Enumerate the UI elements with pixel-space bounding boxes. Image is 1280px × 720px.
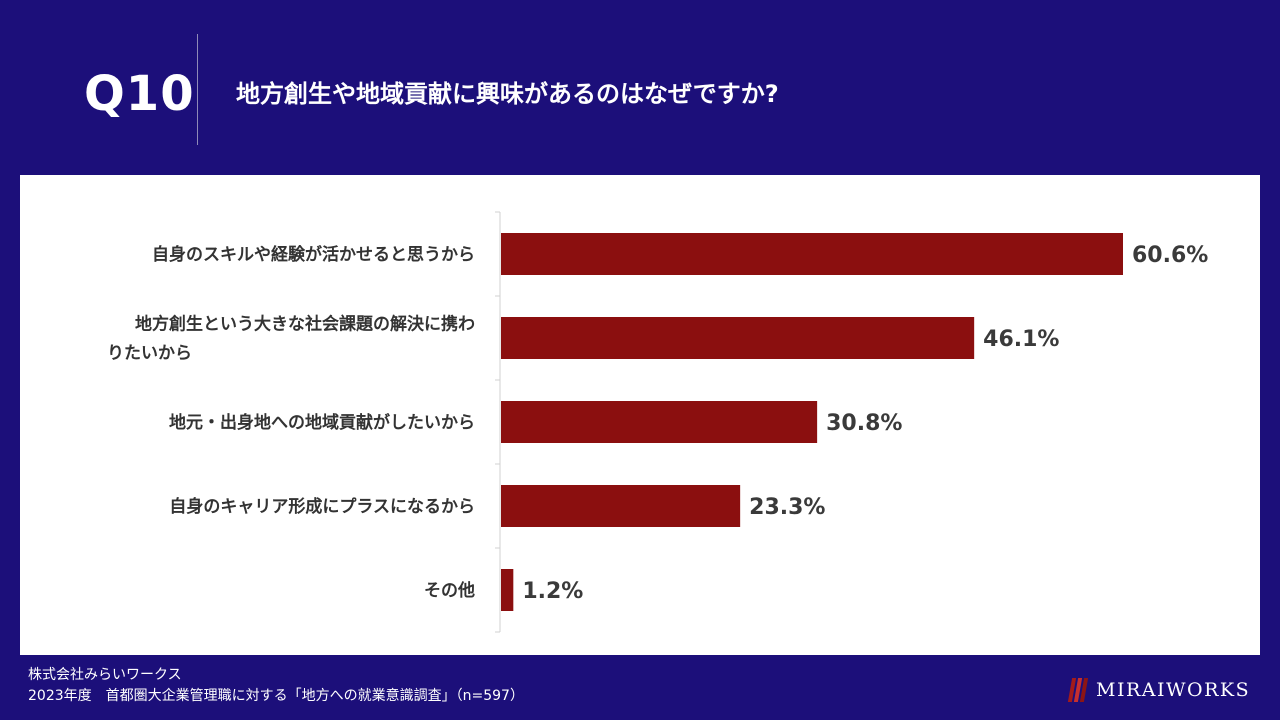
bar — [501, 485, 741, 527]
data-label: 1.2% — [522, 579, 583, 604]
data-label: 30.8% — [826, 411, 902, 436]
data-label: 23.3% — [749, 495, 825, 520]
chart-panel: 60.6% 自身のスキルや経験が活かせると思うから 46.1% 地方創生という大きな社… — [20, 175, 1260, 655]
footer-source: 株式会社みらいワークス 2023年度 首都圏大企業管理職に対する「地方への就業意… — [28, 665, 524, 707]
category-label: りたいから — [107, 344, 192, 364]
category-label: 自身のキャリア形成にプラスになるから — [169, 496, 475, 517]
category-label: 自身のスキルや経験が活かせると思うから — [152, 244, 475, 265]
header-divider — [197, 34, 198, 145]
company-logo: MIRAIWORKS — [1067, 676, 1251, 704]
question-title: 地方創生や地域貢献に興味があるのはなぜですか? — [236, 80, 779, 108]
category-label: 地方創生という大きな社会課題の解決に携わ — [135, 314, 475, 335]
question-number: Q10 — [84, 66, 195, 122]
category-label: 地元・出身地への地域貢献がしたいから — [169, 412, 475, 433]
data-label: 46.1% — [983, 327, 1059, 352]
bar-chart: 60.6% 自身のスキルや経験が活かせると思うから 46.1% 地方創生という大きな社… — [107, 211, 1208, 633]
bar — [501, 401, 818, 443]
category-label: その他 — [424, 580, 475, 601]
footer-company: 株式会社みらいワークス — [28, 667, 182, 683]
logo-mark-icon — [1067, 678, 1089, 702]
bar — [501, 233, 1123, 275]
logo-name: MIRAIWORKS — [1096, 679, 1251, 701]
footer-survey: 2023年度 首都圏大企業管理職に対する「地方への就業意識調査」（n=597） — [28, 688, 524, 704]
bar — [501, 569, 514, 611]
data-label: 60.6% — [1132, 243, 1208, 268]
bar — [501, 317, 975, 359]
